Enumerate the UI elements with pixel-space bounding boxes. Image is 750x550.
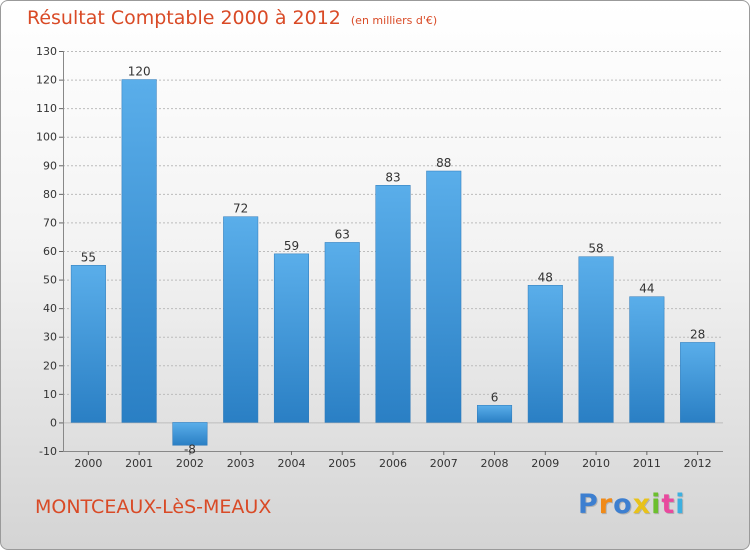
x-tick-label: 2008	[481, 457, 509, 470]
x-tick-label: 2004	[277, 457, 305, 470]
value-label: 55	[81, 250, 96, 264]
x-tick-label: 2010	[582, 457, 610, 470]
bar	[121, 79, 157, 423]
y-tick-label: 20	[43, 359, 57, 372]
y-tick-label: 70	[43, 216, 57, 229]
x-tick-label: 2001	[125, 457, 153, 470]
bar	[273, 253, 309, 423]
logo-letter: P	[578, 489, 599, 520]
bar	[527, 285, 563, 423]
value-label: 88	[436, 156, 451, 170]
logo-letter: r	[598, 489, 614, 520]
x-tick-label: 2007	[430, 457, 458, 470]
bar	[578, 256, 614, 423]
chart-title: Résultat Comptable 2000 à 2012	[27, 7, 341, 29]
x-tick-label: 2005	[328, 457, 356, 470]
x-tick-label: 2000	[74, 457, 102, 470]
y-tick-label: 90	[43, 159, 57, 172]
bar	[629, 296, 665, 423]
y-tick-label: -10	[39, 445, 57, 458]
y-tick-label: 30	[43, 331, 57, 344]
value-label: 120	[128, 65, 151, 79]
bar	[70, 265, 106, 423]
value-label: 58	[588, 242, 603, 256]
y-tick-label: 50	[43, 274, 57, 287]
bars	[70, 79, 716, 446]
bar	[375, 185, 411, 423]
x-tick-label: 2002	[176, 457, 204, 470]
labels: -10 0 10 20 30 40 50 60 70 80 90 100 110 120 130 55 2000…	[36, 45, 712, 470]
axes	[59, 51, 723, 455]
x-tick-label: 2006	[379, 457, 407, 470]
x-tick-label: 2003	[227, 457, 255, 470]
y-tick-label: 110	[36, 102, 57, 115]
y-tick-label: 120	[36, 74, 57, 87]
logo-letter: i	[675, 489, 686, 520]
bar	[680, 342, 716, 423]
value-label: 63	[335, 227, 350, 241]
y-tick-label: 130	[36, 45, 57, 58]
value-label: 59	[284, 239, 299, 253]
grid-lines	[63, 51, 723, 452]
value-label: 28	[690, 327, 705, 341]
y-tick-label: 40	[43, 302, 57, 315]
bar	[324, 242, 360, 423]
y-tick-label: 80	[43, 188, 57, 201]
logo-letter: t	[661, 489, 676, 520]
logo-letter: o	[613, 489, 633, 520]
value-label: 6	[491, 390, 499, 404]
location-name: MONTCEAUX-LèS-MEAUX	[35, 496, 272, 518]
y-tick-label: 10	[43, 388, 57, 401]
value-label: 48	[538, 270, 553, 284]
y-tick-label: 60	[43, 245, 57, 258]
bar	[172, 422, 208, 446]
x-tick-label: 2012	[684, 457, 712, 470]
value-label: -8	[184, 442, 196, 456]
y-tick-label: 0	[50, 416, 57, 429]
x-tick-label: 2009	[531, 457, 559, 470]
value-label: 72	[233, 202, 248, 216]
y-tick-label: 100	[36, 131, 57, 144]
value-label: 44	[639, 282, 654, 296]
bar	[223, 216, 259, 423]
chart-subtitle: (en milliers d'€)	[350, 14, 438, 27]
bar	[477, 405, 513, 423]
value-label: 83	[385, 170, 400, 184]
bar	[426, 170, 462, 423]
title-row: Résultat Comptable 2000 à 2012 (en millie…	[27, 7, 437, 29]
logo-letter: i	[651, 489, 662, 520]
proxiti-logo: Proxiti	[578, 489, 686, 520]
logo-letter: x	[632, 489, 652, 520]
x-tick-label: 2011	[633, 457, 661, 470]
